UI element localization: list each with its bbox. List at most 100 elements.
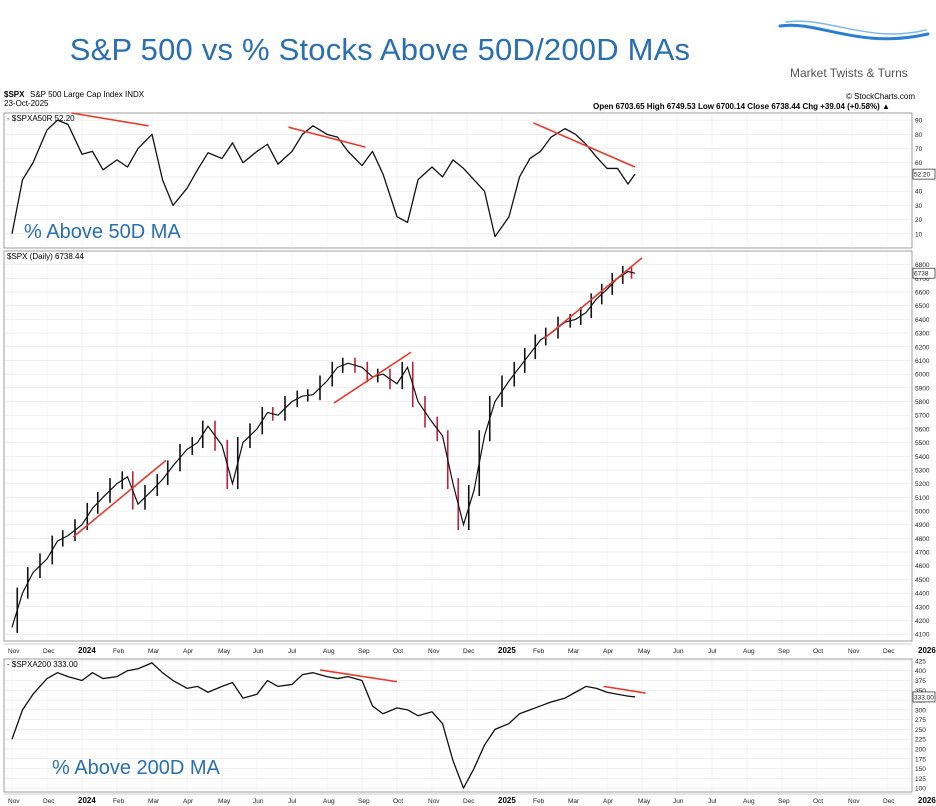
xaxis-main-tick-2: 2024 [78, 646, 96, 655]
xaxis-bottom-tick-26: 2026 [918, 796, 936, 805]
ytick-1-16: 5700 [915, 413, 930, 420]
ytick-1-23: 6400 [915, 317, 930, 324]
ytick-1-10: 5100 [915, 495, 930, 502]
ytick-1-8: 4900 [915, 522, 930, 529]
ytick-2-4: 200 [915, 746, 926, 753]
xaxis-bottom-tick-15: Feb [533, 798, 545, 805]
ytick-0-6: 70 [915, 146, 923, 153]
last-value-label-1: 6738 [914, 271, 929, 278]
xaxis-main-tick-19: Jun [673, 648, 684, 655]
xaxis-main-tick-14: 2025 [498, 646, 516, 655]
trendline-0-1 [288, 126, 366, 148]
trendline-2-1 [603, 685, 646, 694]
xaxis-main-tick-17: Apr [603, 648, 614, 655]
panel-spxa200-frame [3, 658, 913, 793]
last-value-label-0: 52.20 [914, 172, 931, 179]
xaxis-bottom-tick-18: May [638, 798, 651, 805]
xaxis-bottom-tick-25: Dec [883, 798, 895, 805]
ytick-2-7: 275 [915, 717, 926, 724]
xaxis-main-tick-21: Aug [743, 648, 755, 655]
xaxis-bottom-tick-5: Apr [183, 798, 194, 805]
ytick-0-2: 30 [915, 203, 923, 210]
xaxis-main-tick-1: Dec [43, 648, 55, 655]
ytick-2-10: 350 [915, 688, 926, 695]
xaxis-main-tick-13: Dec [463, 648, 475, 655]
ytick-1-22: 6300 [915, 331, 930, 338]
ytick-1-14: 5500 [915, 440, 930, 447]
ytick-0-5: 60 [915, 160, 923, 167]
ytick-1-6: 4700 [915, 550, 930, 557]
xaxis-main-tick-7: Jun [253, 648, 264, 655]
header-date: 23-Oct-2025 [4, 99, 49, 108]
xaxis-bottom-tick-14: 2025 [498, 796, 516, 805]
ytick-1-11: 5200 [915, 481, 930, 488]
xaxis-main-tick-15: Feb [533, 648, 545, 655]
ytick-1-17: 5800 [915, 399, 930, 406]
xaxis-bottom-tick-21: Aug [743, 798, 755, 805]
trendline-1-0 [72, 459, 167, 538]
xaxis-bottom-tick-13: Dec [463, 798, 475, 805]
trendline-2-0 [319, 669, 398, 683]
xaxis-bottom-tick-8: Jul [288, 798, 297, 805]
ytick-2-5: 225 [915, 737, 926, 744]
legend-0: - $SPXA50R 52.20 [7, 114, 75, 123]
xaxis-main-tick-0: Nov [8, 648, 20, 655]
ytick-1-19: 6000 [915, 372, 930, 379]
ytick-1-5: 4600 [915, 563, 930, 570]
xaxis-main-tick-20: Jul [708, 648, 717, 655]
xaxis-main-tick-16: Mar [568, 648, 580, 655]
legend-2: - $SPXA200 333.00 [7, 660, 78, 669]
ytick-0-8: 90 [915, 118, 923, 125]
xaxis-main-tick-23: Oct [813, 648, 823, 655]
ytick-2-2: 150 [915, 766, 926, 773]
series-spxa200-line [11, 662, 636, 789]
xaxis-bottom-tick-0: Nov [8, 798, 20, 805]
brand-swoosh-logo [778, 20, 930, 41]
ytick-2-1: 125 [915, 776, 926, 783]
xaxis-bottom-tick-17: Apr [603, 798, 614, 805]
xaxis-main-tick-25: Dec [883, 648, 895, 655]
ytick-2-12: 400 [915, 668, 926, 675]
ytick-1-24: 6500 [915, 303, 930, 310]
last-value-label-2: 333.00 [914, 694, 934, 701]
stockcharts-figure: $SPX S&P 500 Large Cap Index INDX23-Oct-2… [3, 90, 936, 805]
xaxis-bottom-tick-6: May [218, 798, 231, 805]
xaxis-main-tick-24: Nov [848, 648, 860, 655]
xaxis-bottom-tick-4: Mar [148, 798, 160, 805]
xaxis-bottom-tick-11: Oct [393, 798, 403, 805]
header-quote: Open 6703.65 High 6749.53 Low 6700.14 Cl… [593, 102, 890, 111]
header-source: © StockCharts.com [846, 92, 915, 101]
trendline-0-2 [533, 122, 636, 168]
xaxis-main-tick-10: Sep [358, 648, 370, 655]
panel-spxa50r-frame [3, 112, 913, 249]
ytick-1-0: 4100 [915, 632, 930, 639]
ytick-1-3: 4400 [915, 591, 930, 598]
last-value-tag-0 [912, 168, 936, 180]
ytick-0-7: 80 [915, 132, 923, 139]
ytick-1-21: 6200 [915, 344, 930, 351]
ytick-1-9: 5000 [915, 509, 930, 516]
header-index-name: S&P 500 Large Cap Index INDX [30, 90, 145, 99]
xaxis-main-tick-11: Oct [393, 648, 403, 655]
xaxis-bottom-tick-19: Jun [673, 798, 684, 805]
ytick-2-6: 250 [915, 727, 926, 734]
xaxis-main-tick-6: May [218, 648, 231, 655]
xaxis-main-tick-3: Feb [113, 648, 125, 655]
series-spxa50r-line [11, 119, 636, 238]
xaxis-bottom-tick-10: Sep [358, 798, 370, 805]
ytick-1-4: 4500 [915, 577, 930, 584]
last-value-tag-1 [912, 267, 936, 279]
xaxis-main-tick-4: Mar [148, 648, 160, 655]
xaxis-bottom-tick-20: Jul [708, 798, 717, 805]
xaxis-bottom-tick-16: Mar [568, 798, 580, 805]
ytick-0-3: 40 [915, 189, 923, 196]
ytick-2-3: 175 [915, 756, 926, 763]
ytick-1-2: 4300 [915, 604, 930, 611]
ytick-2-0: 100 [915, 786, 926, 793]
xaxis-main-tick-26: 2026 [918, 646, 936, 655]
xaxis-bottom-tick-9: Aug [323, 798, 335, 805]
xaxis-bottom-tick-2: 2024 [78, 796, 96, 805]
ytick-1-7: 4800 [915, 536, 930, 543]
ytick-1-12: 5300 [915, 467, 930, 474]
last-value-tag-2 [912, 691, 936, 703]
